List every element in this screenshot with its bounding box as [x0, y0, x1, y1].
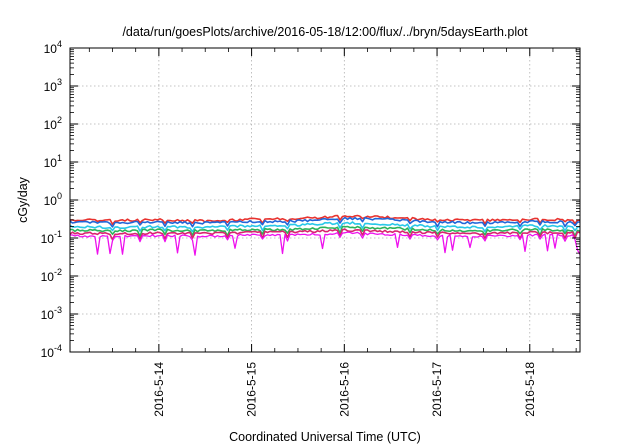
y-tick-label: 103	[44, 77, 62, 94]
x-axis: 2016-5-14 2016-5-15 2016-5-16 2016-5-17 2016…	[88, 48, 577, 417]
series-line-2	[69, 216, 581, 228]
y-tick-label: 102	[44, 115, 62, 132]
series-line-4	[70, 225, 581, 237]
y-tick-label: 104	[44, 39, 62, 56]
y-axis-label: cGy/day	[16, 176, 30, 223]
series-line-3	[69, 221, 581, 233]
grid	[70, 48, 580, 352]
series-layer	[69, 214, 581, 256]
x-tick-label: 2016-5-14	[152, 362, 166, 417]
series-line-5	[69, 228, 581, 241]
y-tick-label: 100	[44, 191, 62, 208]
y-tick-label: 10-3	[41, 305, 62, 322]
chart-title: /data/run/goesPlots/archive/2016-05-18/1…	[122, 25, 528, 39]
x-axis-label: Coordinated Universal Time (UTC)	[229, 430, 421, 444]
x-tick-label: 2016-5-17	[430, 362, 444, 417]
x-tick-label: 2016-5-16	[337, 362, 351, 417]
y-axis: 10-4 10-3 10-2 10-1 100 101 102 103 104	[41, 39, 580, 360]
x-tick-label: 2016-5-18	[523, 362, 537, 417]
y-tick-label: 101	[44, 153, 62, 170]
x-tick-label: 2016-5-15	[245, 362, 259, 417]
y-tick-label: 10-2	[41, 267, 62, 284]
y-tick-label: 10-4	[41, 343, 62, 360]
series-line-1	[69, 214, 580, 226]
series-line-6	[70, 231, 581, 256]
y-tick-label: 10-1	[41, 229, 62, 246]
